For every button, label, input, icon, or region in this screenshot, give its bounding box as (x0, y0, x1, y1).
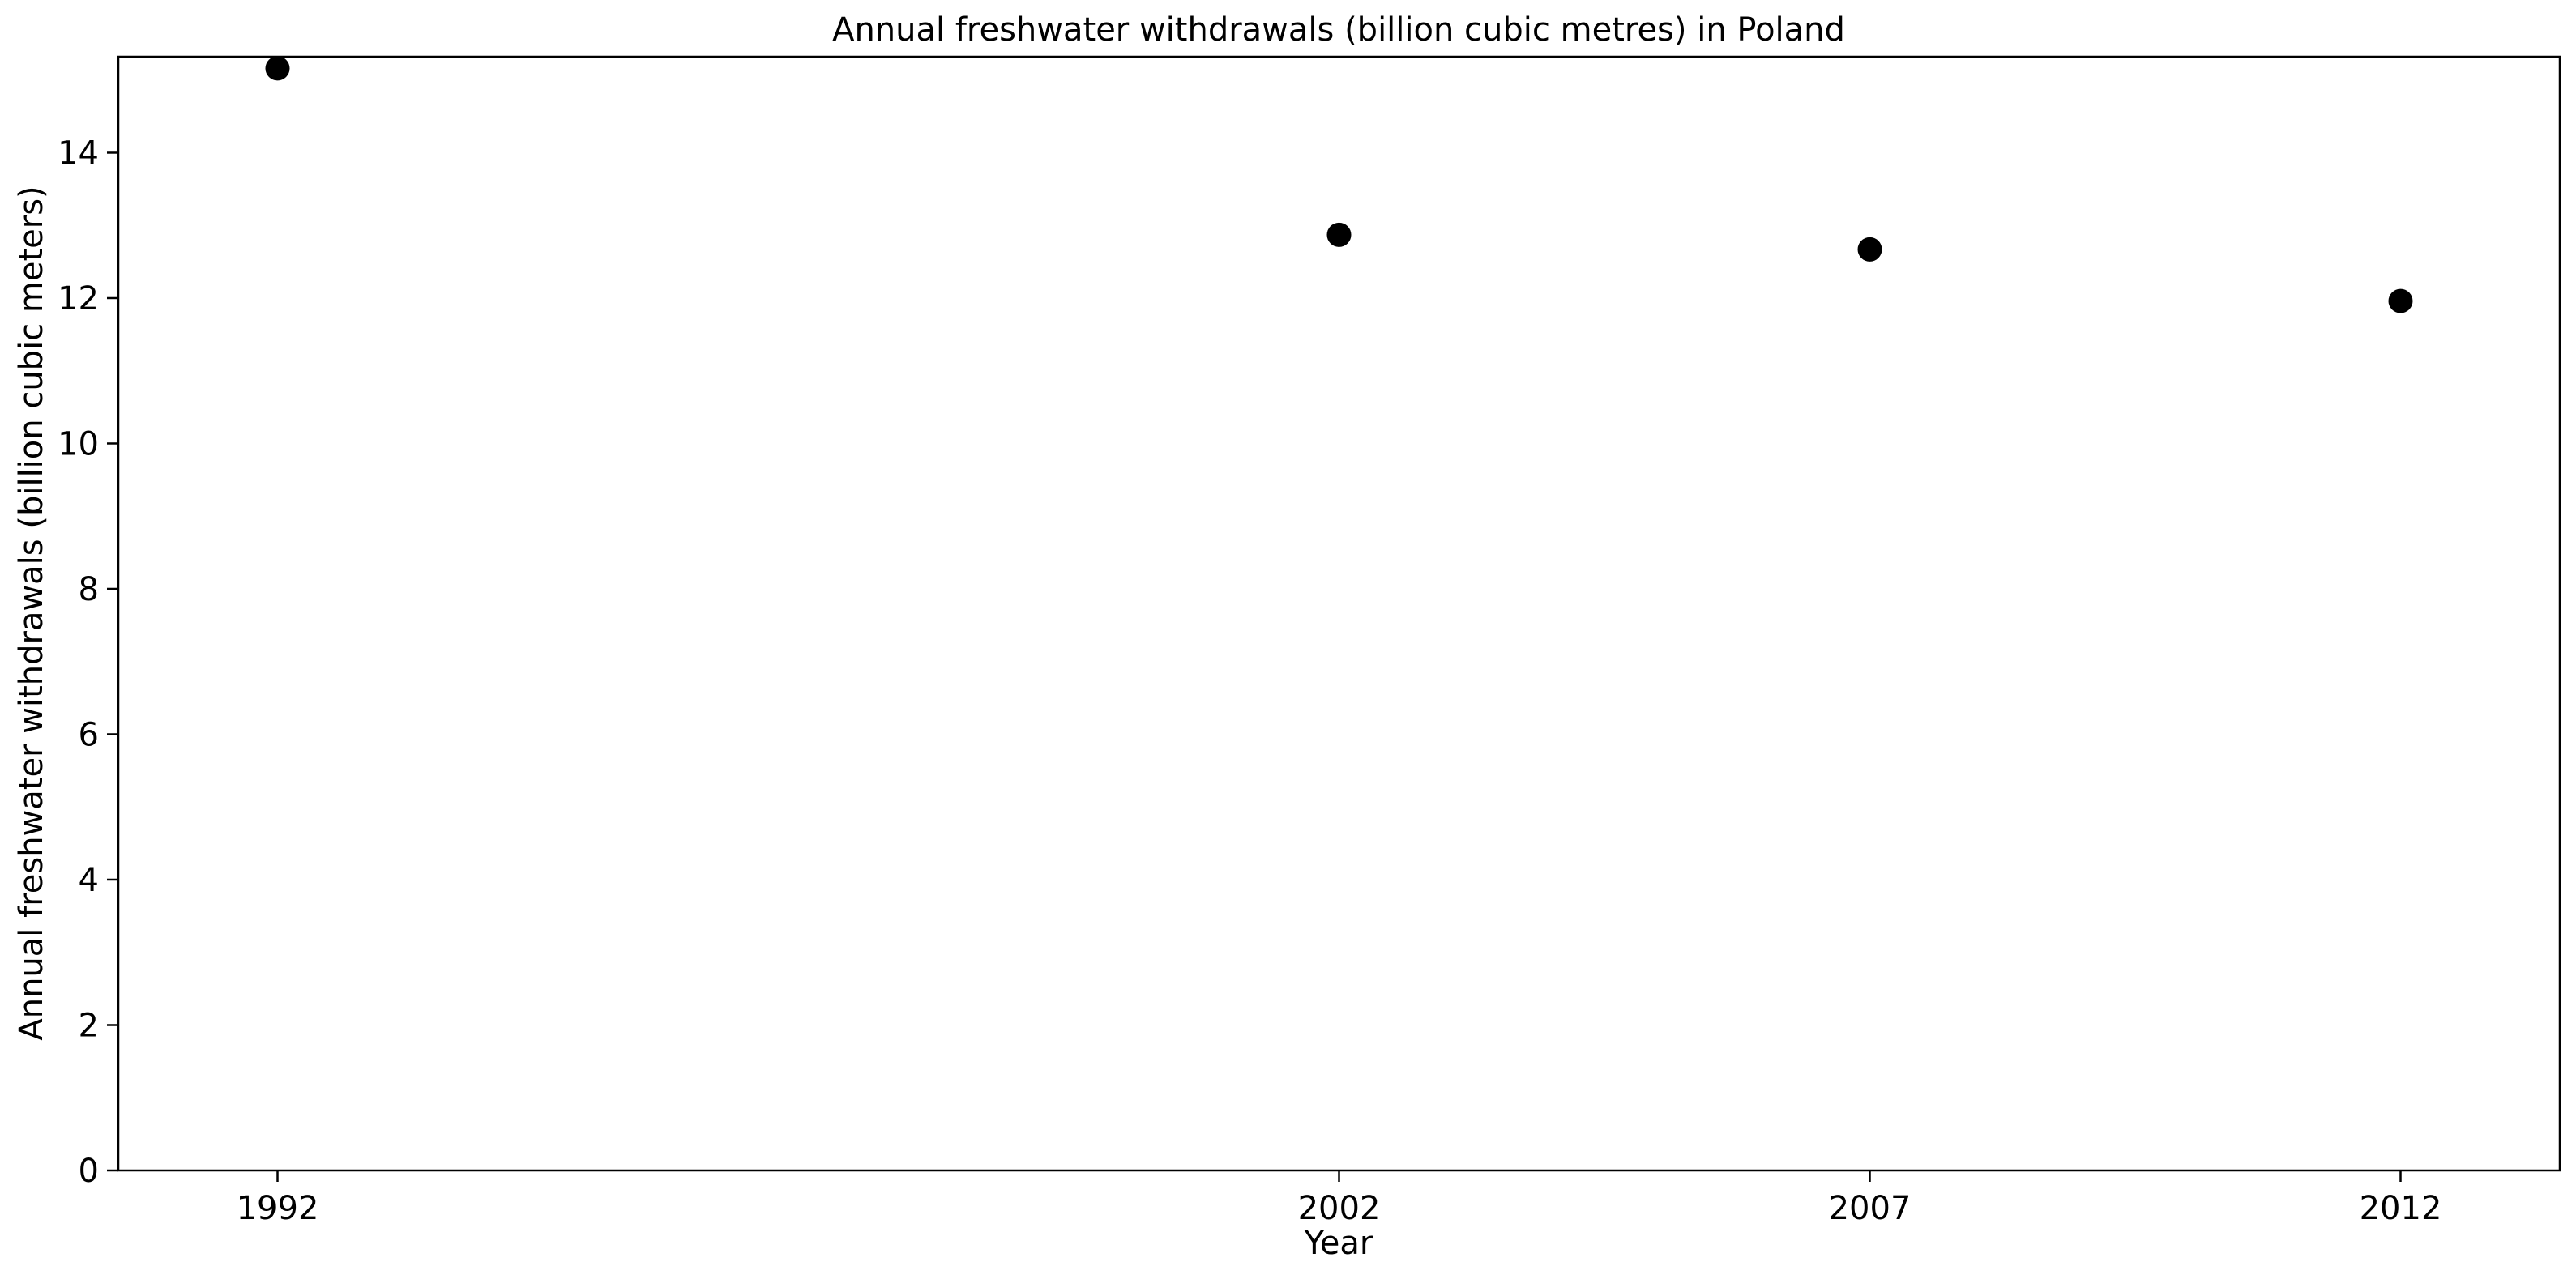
data-point (1326, 222, 1352, 247)
data-point (2388, 288, 2413, 313)
y-tick-label: 10 (58, 425, 99, 463)
x-axis-label: Year (1304, 1225, 1373, 1262)
y-axis: 0 2 4 6 8 10 12 14 (58, 134, 118, 1190)
x-tick-label: 2007 (1829, 1190, 1912, 1227)
data-points (265, 56, 2413, 313)
y-axis-label: Annual freshwater withdrawals (billion c… (13, 185, 50, 1040)
x-tick-label: 2002 (1298, 1190, 1381, 1227)
y-tick-label: 0 (79, 1153, 99, 1190)
data-point (1857, 237, 1882, 262)
y-tick-label: 14 (58, 134, 99, 172)
y-tick-label: 4 (79, 862, 99, 899)
x-tick-label: 1992 (237, 1190, 319, 1227)
data-point (265, 56, 290, 81)
y-tick-label: 12 (58, 280, 99, 318)
chart-title: Annual freshwater withdrawals (billion c… (832, 11, 1845, 49)
x-tick-label: 2012 (2360, 1190, 2442, 1227)
y-tick-label: 8 (79, 571, 99, 608)
y-tick-label: 6 (79, 716, 99, 753)
x-axis: 1992 2002 2007 2012 (237, 1170, 2442, 1227)
y-tick-label: 2 (79, 1007, 99, 1044)
